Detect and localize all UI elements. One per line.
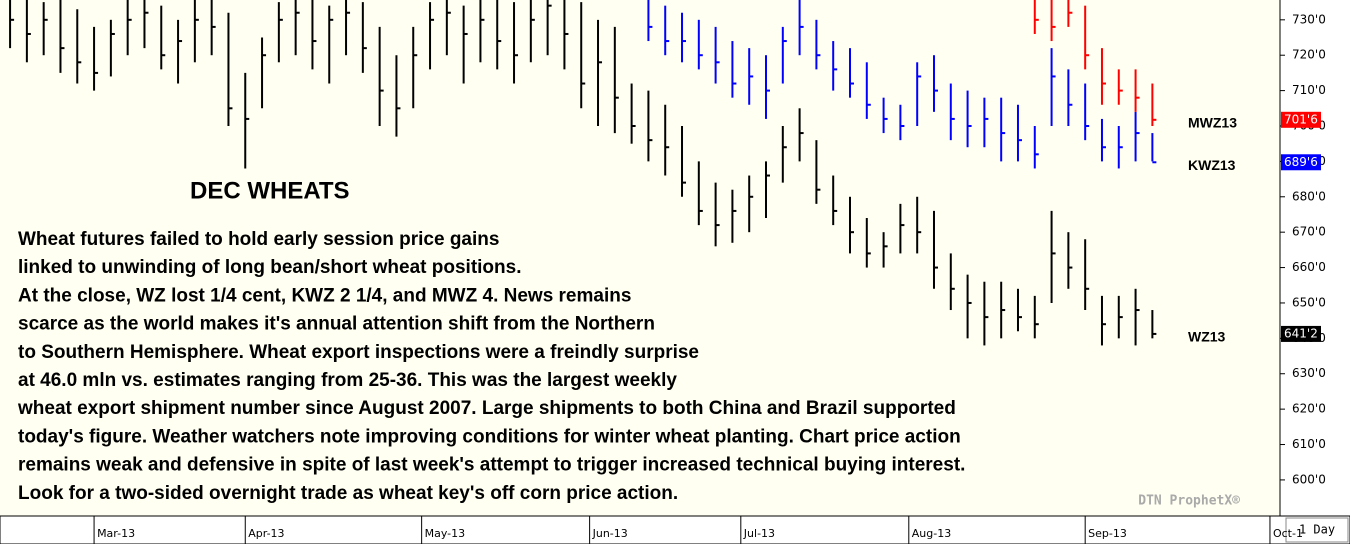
last-price-box xyxy=(1281,111,1321,128)
y-tick-label: 680'0 xyxy=(1292,189,1326,203)
annotation-line: linked to unwinding of long bean/short w… xyxy=(18,257,521,278)
series-name: KWZ13 xyxy=(1188,157,1236,173)
interval-button[interactable] xyxy=(1285,517,1349,543)
annotation-line: At the close, WZ lost 1/4 cent, KWZ 2 1/… xyxy=(18,285,631,306)
y-tick-label: 650'0 xyxy=(1292,295,1326,309)
annotation-line: Look for a two-sided overnight trade as … xyxy=(18,483,678,504)
y-tick-label: 730'0 xyxy=(1292,12,1326,26)
annotation-line: today's figure. Weather watchers note im… xyxy=(18,426,961,447)
y-tick-label: 600'0 xyxy=(1292,472,1326,486)
y-tick-label: 630'0 xyxy=(1292,366,1326,380)
annotation-line: at 46.0 mln vs. estimates ranging from 2… xyxy=(18,370,677,391)
y-tick-label: 670'0 xyxy=(1292,225,1326,239)
x-tick-label: Aug-13 xyxy=(912,527,951,540)
annotation-line: wheat export shipment number since Augus… xyxy=(17,398,956,419)
last-price-label: 701'6 xyxy=(1284,112,1318,126)
last-price-box xyxy=(1281,154,1321,171)
annotation-line: scarce as the world makes it's annual at… xyxy=(18,314,655,335)
x-tick-label: Jun-13 xyxy=(592,527,628,540)
last-price-box xyxy=(1281,325,1321,342)
annotation-line: to Southern Hemisphere. Wheat export ins… xyxy=(18,342,699,363)
y-tick-label: 620'0 xyxy=(1292,402,1326,416)
last-price-label: 689'6 xyxy=(1284,155,1318,169)
chart-title: DEC WHEATS xyxy=(190,177,350,204)
series-name: MWZ13 xyxy=(1188,115,1237,131)
y-tick-label: 610'0 xyxy=(1292,437,1326,451)
x-tick-label: May-13 xyxy=(425,527,466,540)
series-name: WZ13 xyxy=(1188,329,1226,345)
y-tick-label: 660'0 xyxy=(1292,260,1326,274)
x-axis-band xyxy=(0,515,1350,544)
plot-background xyxy=(0,0,1280,516)
last-price-label: 641'2 xyxy=(1284,326,1318,340)
y-axis-background xyxy=(1280,0,1350,516)
watermark: DTN ProphetX® xyxy=(1138,494,1240,509)
x-tick-label: Jul-13 xyxy=(743,527,775,540)
y-tick-label: 710'0 xyxy=(1292,83,1326,97)
x-tick-label: Apr-13 xyxy=(248,527,284,540)
x-tick-label: Sep-13 xyxy=(1088,527,1127,540)
annotation-line: remains weak and defensive in spite of l… xyxy=(18,455,965,476)
x-tick-label: Oct-1 xyxy=(1273,527,1303,540)
x-tick-label: Mar-13 xyxy=(97,527,135,540)
annotation-line: Wheat futures failed to hold early sessi… xyxy=(18,229,499,250)
interval-button-label[interactable]: 1 Day xyxy=(1299,523,1335,537)
y-tick-label: 720'0 xyxy=(1292,48,1326,62)
